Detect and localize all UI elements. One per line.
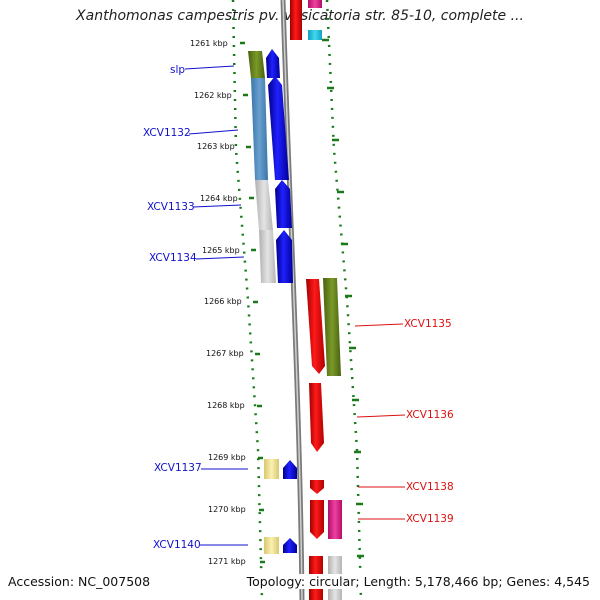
cog-bar-xcv1139 [328, 500, 342, 539]
tick-label: 1264 kbp [200, 194, 238, 203]
svg-text:XCV1133: XCV1133 [147, 201, 195, 213]
gene-arrow-xcv1137 [283, 460, 297, 479]
left-gene-arrows [266, 49, 297, 553]
svg-text:XCV1134: XCV1134 [149, 252, 197, 264]
gene-arrow-slp [266, 49, 280, 78]
tick-label: 1270 kbp [208, 505, 246, 514]
tick-label: 1263 kbp [197, 142, 235, 151]
gene-label-xcv1138: XCV1138 [358, 481, 454, 493]
gene-arrow-xcv1135 [306, 279, 325, 374]
svg-text:XCV1138: XCV1138 [406, 481, 454, 493]
topology-text: Topology: circular; Length: 5,178,466 bp… [246, 574, 590, 589]
gene-arrow-xcv1134 [276, 230, 293, 283]
gene-arrow-xcv1132 [268, 76, 289, 180]
gene-label-xcv1136: XCV1136 [356, 409, 454, 421]
gene-label-xcv1133: XCV1133 [147, 201, 242, 213]
tick-label: 1267 kbp [206, 349, 244, 358]
top-partial-genes [290, 0, 322, 40]
gene-arrow-xcv1139 [310, 500, 324, 539]
svg-text:XCV1140: XCV1140 [153, 539, 201, 551]
cog-bar-xcv1135 [323, 278, 341, 376]
gene-arrow-xcv1136 [309, 383, 324, 452]
gene-label-xcv1135: XCV1135 [354, 318, 452, 330]
right-gene-labels: XCV1135 XCV1136 XCV1138 XCV1139 [354, 318, 454, 525]
svg-text:XCV1137: XCV1137 [154, 462, 202, 474]
right-dotted-rail [325, 0, 363, 600]
gene-label-xcv1137: XCV1137 [154, 462, 248, 474]
svg-text:XCV1135: XCV1135 [404, 318, 452, 330]
gene-label-xcv1134: XCV1134 [149, 252, 245, 264]
accession-text: Accession: NC_007508 [8, 574, 151, 589]
svg-text:XCV1136: XCV1136 [406, 409, 454, 421]
partial-cyan-gene [308, 30, 322, 40]
left-dotted-rail [231, 0, 264, 600]
gene-label-slp: slp [170, 64, 235, 76]
backbone-arc [280, 0, 305, 600]
cog-bar-xcv1133 [255, 180, 273, 230]
gene-label-xcv1140: XCV1140 [153, 539, 248, 551]
gene-arrow-xcv1133 [275, 180, 292, 228]
partial-pink-gene [308, 0, 322, 8]
cog-bar-xcv1140 [264, 537, 279, 554]
left-cog-bars [248, 51, 279, 554]
cog-bar-xcv1137 [264, 459, 279, 479]
svg-text:XCV1132: XCV1132 [143, 127, 191, 139]
right-gene-arrows [306, 279, 325, 600]
gene-label-xcv1132: XCV1132 [143, 127, 239, 139]
right-cog-bars [323, 278, 342, 600]
partial-red-gene [290, 0, 302, 40]
tick-labels: 1261 kbp 1262 kbp 1263 kbp 1264 kbp 1265… [190, 39, 246, 566]
tick-label: 1261 kbp [190, 39, 228, 48]
svg-text:slp: slp [170, 64, 185, 76]
tick-label: 1262 kbp [194, 91, 232, 100]
tick-label: 1266 kbp [204, 297, 242, 306]
gene-label-xcv1139: XCV1139 [358, 513, 454, 525]
left-gene-labels: slp XCV1132 XCV1133 XCV1134 XCV1137 XCV1… [143, 64, 248, 551]
gene-arrow-xcv1138 [310, 480, 324, 494]
cog-bar-xcv1132 [251, 78, 268, 180]
gene-arrow-xcv1140 [283, 538, 297, 553]
tick-label: 1265 kbp [202, 246, 240, 255]
tick-label: 1271 kbp [208, 557, 246, 566]
tick-label: 1269 kbp [208, 453, 246, 462]
tick-marks [240, 38, 364, 564]
svg-text:XCV1139: XCV1139 [406, 513, 454, 525]
tick-label: 1268 kbp [207, 401, 245, 410]
cog-bar-slp [248, 51, 265, 78]
cog-bar-xcv1134 [259, 230, 276, 283]
